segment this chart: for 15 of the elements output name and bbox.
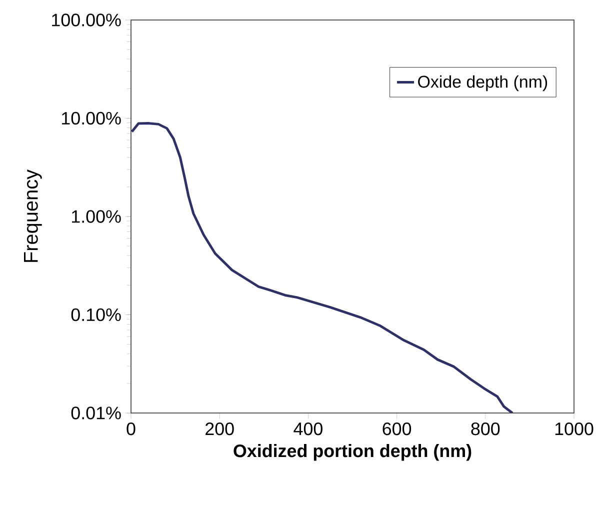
y-tick-label: 1.00% <box>72 210 121 223</box>
legend-label: Oxide depth (nm) <box>418 75 548 92</box>
x-tick-label: 800 <box>471 422 500 436</box>
y-axis-title: Frequency <box>24 169 42 262</box>
x-tick-label: 600 <box>382 422 412 436</box>
x-tick-label: 1000 <box>555 422 594 436</box>
x-tick-label: 200 <box>206 422 234 436</box>
y-tick-label: 10.00% <box>62 112 121 125</box>
y-tick-label: 0.01% <box>71 406 121 420</box>
x-tick-label: 400 <box>294 422 322 436</box>
y-tick-label: 0.10% <box>71 308 121 322</box>
x-axis-title: Oxidized portion depth (nm) <box>234 444 472 461</box>
line-series <box>131 122 514 413</box>
y-tick-label: 100.00% <box>52 14 121 26</box>
x-tick-label: 0 <box>126 422 136 436</box>
